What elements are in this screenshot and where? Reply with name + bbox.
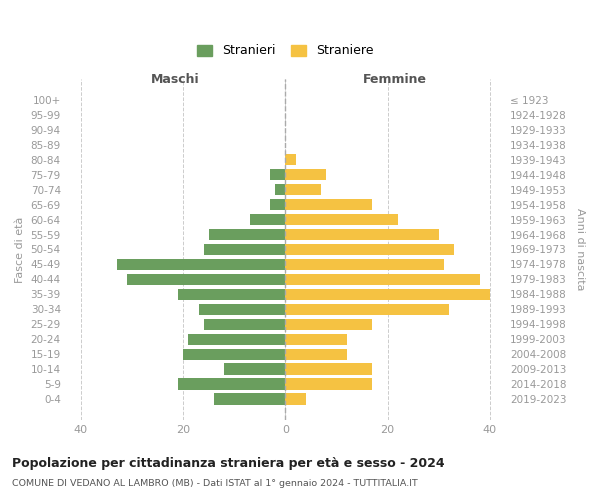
Bar [286, 348, 347, 360]
Bar [286, 214, 398, 225]
Bar [286, 154, 296, 166]
Bar [286, 318, 372, 330]
Bar [286, 394, 306, 404]
Bar [209, 229, 286, 240]
Text: Maschi: Maschi [151, 74, 200, 86]
Bar [270, 199, 286, 210]
Bar [286, 244, 454, 255]
Bar [188, 334, 286, 345]
Bar [286, 259, 444, 270]
Bar [224, 364, 286, 374]
Bar [178, 378, 286, 390]
Bar [117, 259, 286, 270]
Bar [286, 364, 372, 374]
Bar [286, 229, 439, 240]
Text: Popolazione per cittadinanza straniera per età e sesso - 2024: Popolazione per cittadinanza straniera p… [12, 458, 445, 470]
Bar [199, 304, 286, 315]
Bar [286, 304, 449, 315]
Bar [275, 184, 286, 196]
Bar [183, 348, 286, 360]
Bar [286, 169, 326, 180]
Bar [286, 334, 347, 345]
Bar [286, 378, 372, 390]
Text: COMUNE DI VEDANO AL LAMBRO (MB) - Dati ISTAT al 1° gennaio 2024 - TUTTITALIA.IT: COMUNE DI VEDANO AL LAMBRO (MB) - Dati I… [12, 479, 418, 488]
Bar [286, 274, 479, 285]
Bar [286, 199, 372, 210]
Bar [127, 274, 286, 285]
Y-axis label: Fasce di età: Fasce di età [15, 216, 25, 282]
Bar [203, 244, 286, 255]
Bar [286, 184, 321, 196]
Bar [286, 288, 490, 300]
Bar [270, 169, 286, 180]
Bar [250, 214, 286, 225]
Bar [178, 288, 286, 300]
Bar [214, 394, 286, 404]
Y-axis label: Anni di nascita: Anni di nascita [575, 208, 585, 290]
Legend: Stranieri, Straniere: Stranieri, Straniere [194, 40, 377, 61]
Text: Femmine: Femmine [363, 74, 427, 86]
Bar [203, 318, 286, 330]
